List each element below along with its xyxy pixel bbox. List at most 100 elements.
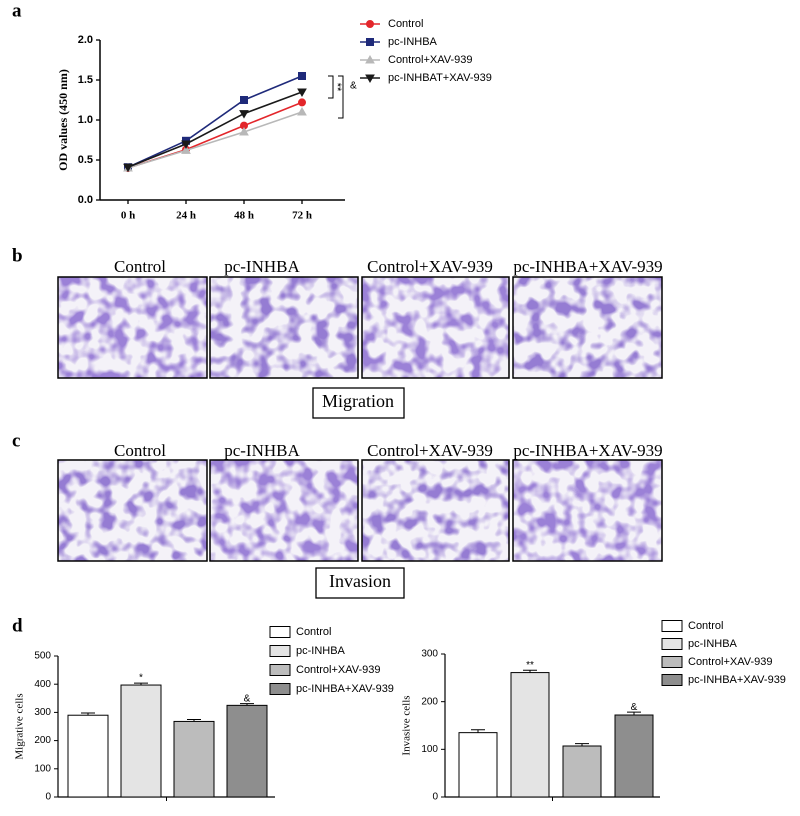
bar	[562, 745, 602, 798]
micrograph	[362, 460, 509, 561]
error-bar	[523, 669, 537, 673]
column-label: pc-INHBA+XAV-939	[513, 257, 662, 276]
marker	[239, 110, 249, 119]
bar	[173, 720, 215, 798]
column-label: Control+XAV-939	[367, 257, 493, 276]
annotation: **	[526, 660, 534, 671]
legend-swatch	[661, 674, 683, 686]
legend-label: Control	[388, 18, 423, 30]
y-tick-label: 100	[34, 763, 51, 774]
caption: Invasion	[329, 571, 391, 591]
marker	[366, 38, 374, 46]
micrograph	[210, 277, 358, 378]
y-tick-label: 300	[34, 707, 51, 718]
legend-label: pc-INHBA+XAV-939	[688, 674, 786, 686]
micrograph	[210, 460, 358, 561]
series-line	[127, 75, 303, 168]
legend-label: pc-INHBA	[688, 638, 738, 650]
panel-letter: c	[12, 430, 20, 451]
legend-label: pc-INHBA	[388, 36, 438, 48]
error-bar	[627, 711, 641, 716]
marker	[365, 54, 375, 64]
series-line	[127, 101, 303, 169]
bracket	[338, 75, 344, 119]
micrograph	[58, 460, 207, 561]
y-tick-label: 1.5	[78, 74, 93, 86]
micrograph	[58, 277, 207, 378]
marker	[366, 20, 374, 28]
series-line	[127, 91, 303, 168]
y-tick-label: 0	[432, 792, 438, 803]
bar	[614, 714, 654, 798]
micrograph-frame	[512, 459, 663, 562]
legend-swatch	[269, 683, 291, 695]
caption: Migration	[322, 391, 394, 411]
y-axis-label: Migrative cells	[14, 693, 26, 759]
legend-label: Control	[688, 620, 723, 632]
y-axis-label: OD values (450 nm)	[56, 69, 70, 171]
bar	[458, 732, 498, 798]
y-tick-label: 0.0	[78, 194, 93, 206]
y-tick-label: 200	[34, 735, 51, 746]
marker	[297, 106, 307, 116]
micrograph-frame	[57, 276, 208, 379]
micrograph-frame	[209, 276, 359, 379]
y-tick-label: 500	[34, 651, 51, 662]
marker	[181, 140, 191, 150]
annotation: &	[631, 702, 638, 713]
x-tick-label: 48 h	[234, 210, 254, 222]
micrograph-frame	[57, 459, 208, 562]
marker	[298, 72, 306, 80]
y-tick-label: 200	[421, 696, 438, 707]
annotation: **	[331, 83, 343, 92]
legend-label: Control	[296, 626, 331, 638]
micrograph	[362, 277, 509, 378]
micrograph-frame	[361, 459, 510, 562]
error-bar	[240, 703, 254, 706]
caption-box	[312, 387, 405, 419]
legend-label: pc-INHBAT+XAV-939	[388, 72, 492, 84]
bar	[226, 704, 268, 798]
bracket	[328, 75, 334, 99]
error-bar	[471, 729, 485, 733]
column-label: pc-INHBA	[224, 257, 300, 276]
series-line	[127, 111, 303, 169]
panel-letter: d	[12, 615, 23, 636]
micrograph-frame	[361, 276, 510, 379]
legend-label: Control+XAV-939	[296, 664, 381, 676]
marker	[298, 98, 306, 107]
marker	[239, 126, 249, 136]
column-label: pc-INHBA+XAV-939	[513, 441, 662, 460]
legend-swatch	[661, 638, 683, 650]
annotation: &	[350, 81, 357, 92]
error-bar	[81, 712, 95, 716]
y-tick-label: 100	[421, 744, 438, 755]
micrograph	[513, 277, 662, 378]
legend-label: Control+XAV-939	[688, 656, 773, 668]
legend-swatch	[269, 664, 291, 676]
column-label: Control	[114, 257, 166, 276]
bar	[120, 684, 162, 798]
marker	[297, 88, 307, 98]
x-tick-label: 24 h	[176, 210, 196, 222]
x-tick-label: 72 h	[292, 210, 312, 222]
legend-label: Control+XAV-939	[388, 54, 473, 66]
column-label: Control+XAV-939	[367, 441, 493, 460]
caption-box	[315, 567, 405, 599]
marker	[181, 145, 191, 154]
bar	[510, 672, 550, 798]
legend-label: pc-INHBA+XAV-939	[296, 683, 394, 695]
column-label: Control	[114, 441, 166, 460]
legend-swatch	[269, 645, 291, 657]
column-label: pc-INHBA	[224, 441, 300, 460]
y-axis-label: Invasive cells	[401, 695, 413, 755]
legend-swatch	[661, 620, 683, 632]
y-tick-label: 1.0	[78, 114, 93, 126]
y-tick-label: 400	[34, 679, 51, 690]
annotation: &	[244, 693, 251, 704]
y-tick-label: 300	[421, 649, 438, 660]
micrograph-frame	[209, 459, 359, 562]
legend-label: pc-INHBA	[296, 645, 346, 657]
error-bar	[575, 743, 589, 746]
